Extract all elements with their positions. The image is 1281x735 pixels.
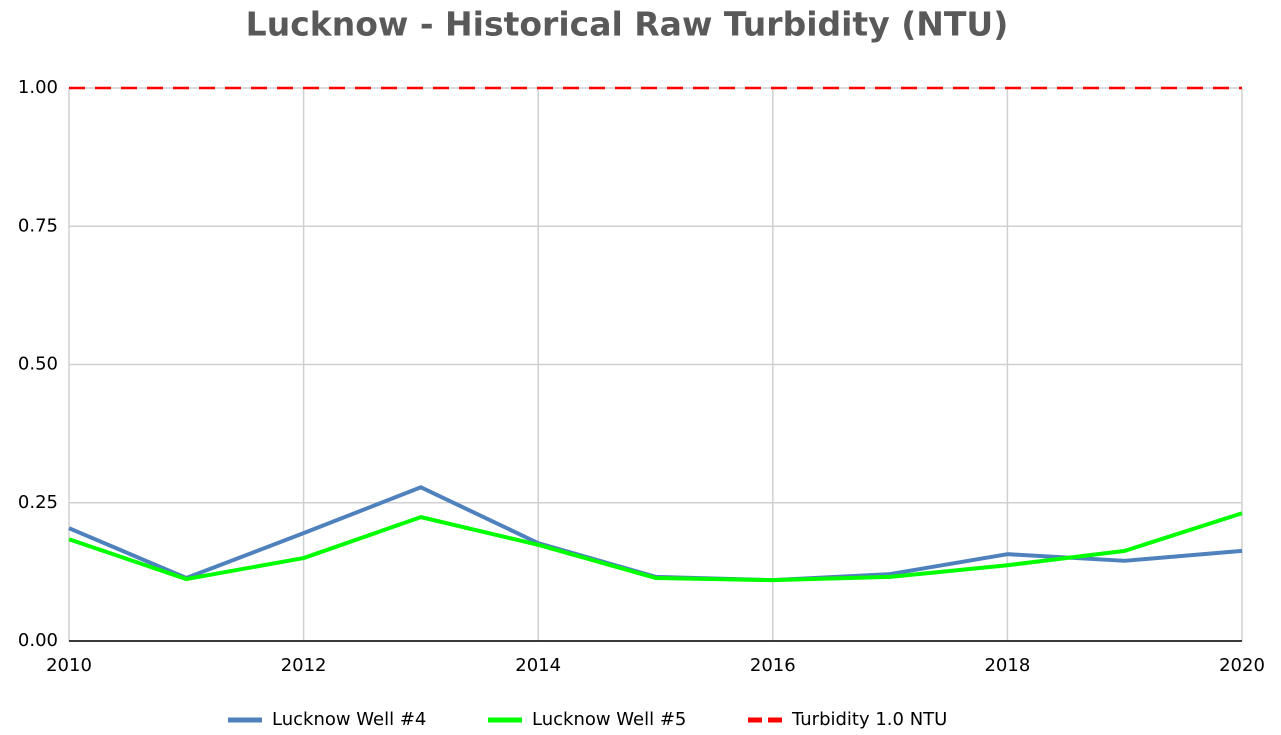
x-tick-label: 2010 bbox=[46, 655, 92, 676]
legend-label: Lucknow Well #5 bbox=[532, 709, 686, 730]
y-tick-label: 0.50 bbox=[18, 354, 58, 375]
y-tick-label: 0.00 bbox=[18, 630, 58, 651]
legend-label: Turbidity 1.0 NTU bbox=[791, 709, 947, 730]
series-line bbox=[68, 511, 1243, 583]
series-line bbox=[68, 485, 1243, 583]
legend-label: Lucknow Well #4 bbox=[272, 709, 426, 730]
chart-title: Lucknow - Historical Raw Turbidity (NTU) bbox=[246, 5, 1009, 44]
x-tick-label: 2020 bbox=[1219, 655, 1265, 676]
y-tick-label: 1.00 bbox=[18, 77, 58, 98]
x-tick-label: 2018 bbox=[984, 655, 1030, 676]
y-tick-label: 0.25 bbox=[18, 492, 58, 513]
x-tick-label: 2012 bbox=[281, 655, 327, 676]
y-tick-label: 0.75 bbox=[18, 215, 58, 236]
x-tick-label: 2016 bbox=[750, 655, 796, 676]
x-tick-label: 2014 bbox=[515, 655, 561, 676]
